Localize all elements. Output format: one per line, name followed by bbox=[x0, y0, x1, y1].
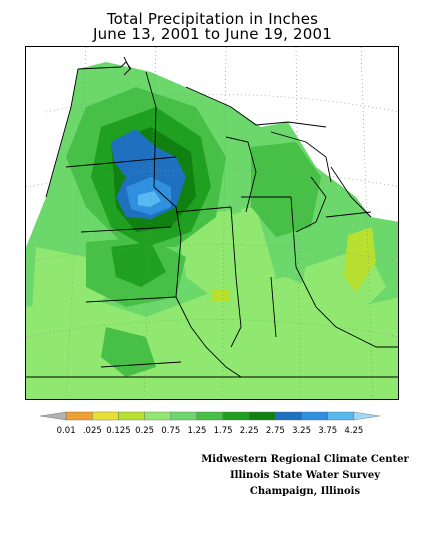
legend-label: 2.25 bbox=[240, 426, 259, 436]
white-cutout-lake-michigan bbox=[226, 137, 248, 215]
legend-label: 2.75 bbox=[266, 426, 285, 436]
legend-label: 1.75 bbox=[214, 426, 233, 436]
precip-field-dark-mi bbox=[251, 142, 321, 237]
legend-swatch bbox=[301, 411, 328, 421]
white-cutout-north bbox=[106, 47, 398, 222]
legend-swatch bbox=[39, 411, 67, 421]
precipitation-legend: 0.01 .025 0.125 0.25 0.75 1.25 1.75 2.25 2.75 3.2… bbox=[30, 410, 390, 438]
legend-label: 3.75 bbox=[318, 426, 337, 436]
legend-label: 0.25 bbox=[135, 426, 154, 436]
map-title: Total Precipitation in Inches bbox=[106, 10, 319, 28]
precipitation-map bbox=[25, 46, 399, 400]
legend-label: .025 bbox=[83, 426, 102, 436]
precip-field-darker-ia bbox=[111, 242, 166, 287]
legend-swatch bbox=[275, 411, 302, 421]
legend-swatch bbox=[92, 411, 119, 421]
precip-field-yellow-il bbox=[212, 289, 230, 301]
legend-swatch bbox=[170, 411, 198, 421]
legend-label: 3.25 bbox=[292, 426, 311, 436]
credit-survey: Illinois State Water Survey bbox=[229, 470, 381, 481]
legend-swatch bbox=[196, 411, 224, 421]
precip-field-light-central bbox=[176, 207, 276, 307]
legend-label: 1.25 bbox=[187, 426, 206, 436]
legend-swatch bbox=[65, 411, 93, 421]
legend-swatch bbox=[222, 411, 250, 421]
white-cutout-left bbox=[26, 47, 78, 247]
boundaries bbox=[26, 56, 398, 378]
legend-label: 0.125 bbox=[106, 426, 130, 436]
legend-swatch bbox=[327, 411, 355, 421]
legend-label: 0.75 bbox=[161, 426, 180, 436]
legend-swatch bbox=[249, 411, 276, 421]
precip-field-yellow-east bbox=[344, 227, 376, 292]
legend-swatch bbox=[353, 411, 381, 421]
credit-location: Champaign, Illinois bbox=[249, 486, 361, 497]
precip-field-blue-3 bbox=[138, 191, 161, 207]
legend-label: 4.25 bbox=[344, 426, 363, 436]
legend-swatch bbox=[118, 411, 145, 421]
credit-center: Midwestern Regional Climate Center bbox=[201, 454, 409, 465]
map-date-range: June 13, 2001 to June 19, 2001 bbox=[92, 25, 333, 43]
legend-label: 0.01 bbox=[57, 426, 76, 436]
graticule bbox=[26, 47, 398, 399]
legend-swatch bbox=[144, 411, 171, 421]
